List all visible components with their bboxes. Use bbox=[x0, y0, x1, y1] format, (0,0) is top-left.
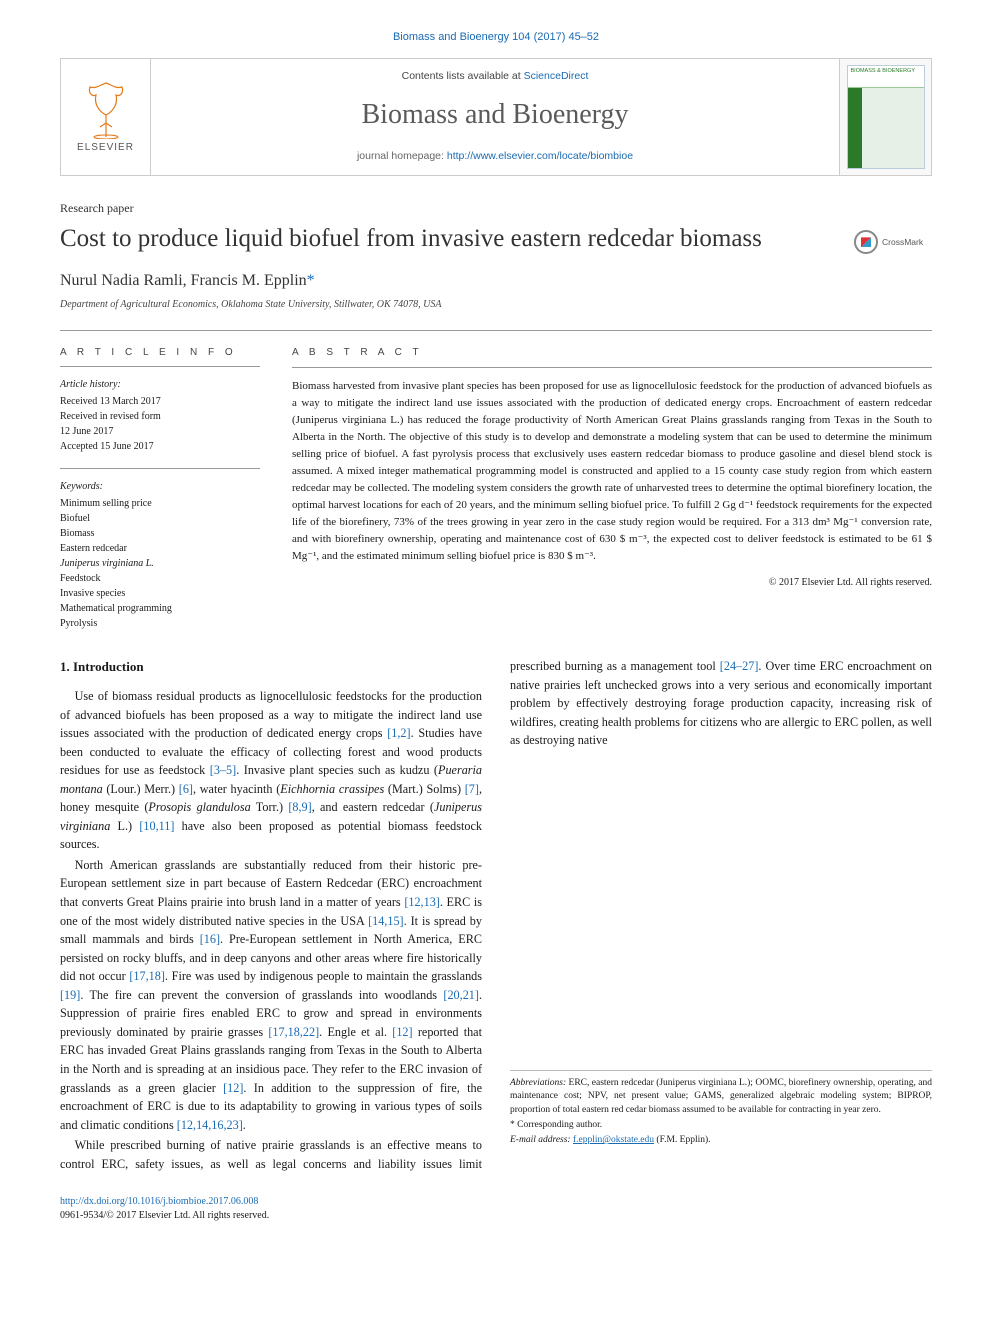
sciencedirect-link[interactable]: ScienceDirect bbox=[524, 70, 589, 82]
article-info-head: A R T I C L E I N F O bbox=[60, 345, 260, 367]
journal-homepage-line: journal homepage: http://www.elsevier.co… bbox=[357, 149, 633, 164]
journal-name: Biomass and Bioenergy bbox=[361, 95, 628, 136]
contents-prefix: Contents lists available at bbox=[402, 70, 524, 82]
text-run: L.) bbox=[110, 819, 139, 833]
history-revised-label: Received in revised form bbox=[60, 409, 260, 424]
footnote-abbrev-text: ERC, eastern redcedar (Juniperus virgini… bbox=[510, 1078, 932, 1115]
footnotes: Abbreviations: ERC, eastern redcedar (Ju… bbox=[510, 1070, 932, 1147]
footnote-email: E-mail address: f.epplin@okstate.edu (F.… bbox=[510, 1134, 932, 1147]
citation[interactable]: [6] bbox=[179, 782, 193, 796]
publisher-name: ELSEVIER bbox=[77, 141, 134, 156]
keyword: Minimum selling price bbox=[60, 496, 260, 511]
cover-stripe bbox=[848, 88, 862, 168]
text-run: (Lour.) Merr.) bbox=[103, 782, 179, 796]
article-history: Article history: Received 13 March 2017 … bbox=[60, 377, 260, 454]
elsevier-tree-icon bbox=[80, 79, 132, 139]
intro-paragraph-2: North American grasslands are substantia… bbox=[60, 856, 482, 1134]
keyword: Feedstock bbox=[60, 571, 260, 586]
contents-available-line: Contents lists available at ScienceDirec… bbox=[402, 69, 589, 84]
text-run: into brush land in a matter of years bbox=[226, 895, 404, 909]
footnote-email-label: E-mail address: bbox=[510, 1135, 573, 1145]
abstract-column: A B S T R A C T Biomass harvested from i… bbox=[292, 345, 932, 631]
cover-title: BIOMASS & BIOENERGY bbox=[848, 66, 924, 88]
cover-thumb-box: BIOMASS & BIOENERGY bbox=[839, 59, 931, 175]
citation[interactable]: [12,13] bbox=[404, 895, 440, 909]
issn-copyright: 0961-9534/© 2017 Elsevier Ltd. All right… bbox=[60, 1210, 269, 1221]
text-run: . Engle et al. bbox=[319, 1025, 392, 1039]
history-received: Received 13 March 2017 bbox=[60, 394, 260, 409]
citation[interactable]: [17,18] bbox=[129, 969, 165, 983]
citation[interactable]: [7] bbox=[465, 782, 479, 796]
footnote-abbrev: Abbreviations: ERC, eastern redcedar (Ju… bbox=[510, 1077, 932, 1117]
corresponding-marker: * bbox=[307, 272, 315, 289]
text-run: . The fire can prevent the conversion of… bbox=[80, 988, 443, 1002]
citation[interactable]: [8,9] bbox=[288, 800, 311, 814]
text-run: . Fire was used by indigenous people to … bbox=[165, 969, 482, 983]
keyword: Pyrolysis bbox=[60, 616, 260, 631]
history-revised-date: 12 June 2017 bbox=[60, 424, 260, 439]
journal-cover-thumb: BIOMASS & BIOENERGY bbox=[847, 65, 925, 169]
citation[interactable]: [12] bbox=[223, 1081, 243, 1095]
crossmark-icon bbox=[854, 230, 878, 254]
body-columns: 1. Introduction Use of biomass residual … bbox=[60, 657, 932, 1173]
text-run: Torr.) bbox=[251, 800, 289, 814]
citation[interactable]: [10,11] bbox=[139, 819, 174, 833]
footnote-abbrev-label: Abbreviations: bbox=[510, 1078, 566, 1088]
author-list: Nurul Nadia Ramli, Francis M. Epplin bbox=[60, 272, 307, 289]
citation[interactable]: [3–5] bbox=[210, 763, 236, 777]
authors: Nurul Nadia Ramli, Francis M. Epplin* bbox=[60, 269, 932, 292]
history-label: Article history: bbox=[60, 377, 260, 392]
crossmark-label: CrossMark bbox=[882, 236, 923, 248]
keyword: Mathematical programming bbox=[60, 601, 260, 616]
homepage-prefix: journal homepage: bbox=[357, 150, 447, 162]
affiliation: Department of Agricultural Economics, Ok… bbox=[60, 298, 932, 313]
keyword: Juniperus virginiana L. bbox=[60, 556, 260, 571]
citation[interactable]: [12] bbox=[392, 1025, 412, 1039]
journal-reference: Biomass and Bioenergy 104 (2017) 45–52 bbox=[60, 30, 932, 46]
keyword: Invasive species bbox=[60, 586, 260, 601]
species: Eichhornia crassipes bbox=[280, 782, 384, 796]
publisher-block: ELSEVIER bbox=[61, 59, 151, 175]
citation[interactable]: [20,21] bbox=[443, 988, 479, 1002]
text-run: . bbox=[243, 1118, 246, 1132]
citation[interactable]: [14,15] bbox=[368, 914, 404, 928]
article-info-column: A R T I C L E I N F O Article history: R… bbox=[60, 345, 260, 631]
section-heading-intro: 1. Introduction bbox=[60, 657, 482, 677]
journal-homepage-link[interactable]: http://www.elsevier.com/locate/biombioe bbox=[447, 150, 633, 162]
text-run: , and eastern redcedar ( bbox=[312, 800, 434, 814]
abstract-head: A B S T R A C T bbox=[292, 345, 932, 368]
paper-title: Cost to produce liquid biofuel from inva… bbox=[60, 223, 836, 254]
history-accepted: Accepted 15 June 2017 bbox=[60, 439, 260, 454]
abstract-text: Biomass harvested from invasive plant sp… bbox=[292, 378, 932, 566]
keywords-head: Keywords: bbox=[60, 479, 260, 494]
keywords-block: Keywords: Minimum selling price Biofuel … bbox=[60, 468, 260, 631]
citation[interactable]: [24–27] bbox=[720, 659, 759, 673]
text-run: , water hyacinth ( bbox=[193, 782, 280, 796]
paper-type: Research paper bbox=[60, 200, 932, 217]
masthead: ELSEVIER Contents lists available at Sci… bbox=[60, 58, 932, 176]
citation[interactable]: [17,18,22] bbox=[268, 1025, 319, 1039]
text-run: . Invasive plant species such as kudzu ( bbox=[236, 763, 438, 777]
crossmark-badge[interactable]: CrossMark bbox=[854, 227, 932, 257]
citation[interactable]: [1,2] bbox=[387, 726, 410, 740]
intro-paragraph-1: Use of biomass residual products as lign… bbox=[60, 687, 482, 854]
doi-link[interactable]: http://dx.doi.org/10.1016/j.biombioe.201… bbox=[60, 1196, 258, 1207]
abstract-copyright: © 2017 Elsevier Ltd. All rights reserved… bbox=[292, 575, 932, 591]
citation[interactable]: [19] bbox=[60, 988, 80, 1002]
keyword: Eastern redcedar bbox=[60, 541, 260, 556]
footnote-corresponding: * Corresponding author. bbox=[510, 1119, 932, 1132]
species: Prosopis glandulosa bbox=[148, 800, 250, 814]
citation[interactable]: [16] bbox=[200, 932, 220, 946]
footnote-email-who: (F.M. Epplin). bbox=[654, 1135, 711, 1145]
keyword: Biomass bbox=[60, 526, 260, 541]
footnote-email-link[interactable]: f.epplin@okstate.edu bbox=[573, 1135, 654, 1145]
page-footer: http://dx.doi.org/10.1016/j.biombioe.201… bbox=[60, 1195, 932, 1223]
citation[interactable]: [12,14,16,23] bbox=[177, 1118, 243, 1132]
keyword: Biofuel bbox=[60, 511, 260, 526]
text-run: (Mart.) Solms) bbox=[384, 782, 465, 796]
